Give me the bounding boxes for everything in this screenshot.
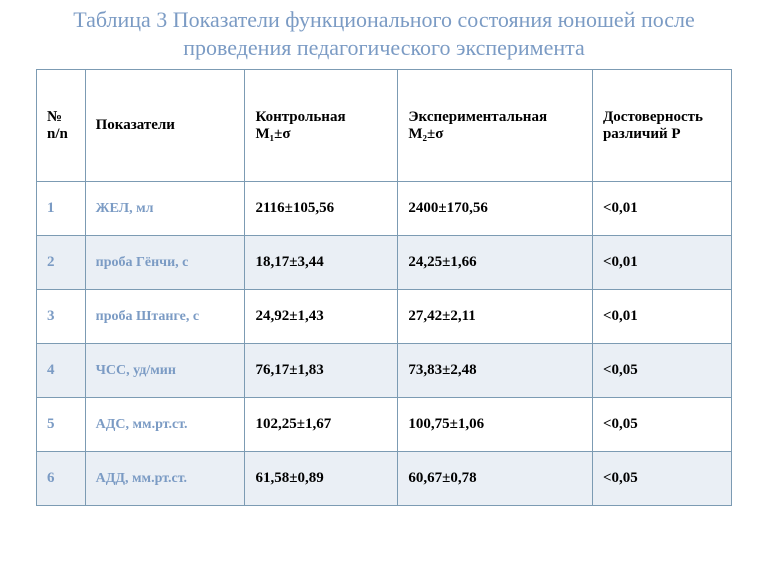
cell-p: ˂0,05 [592,398,731,452]
cell-n: 6 [37,452,86,506]
col-header-control-l1: Контрольная [255,109,345,125]
cell-indicator: ЖЕЛ, мл [85,182,245,236]
page-title: Таблица 3 Показатели функционального сос… [36,6,732,61]
cell-p: ˂0,01 [592,236,731,290]
cell-p: ˂0,05 [592,452,731,506]
slide: Таблица 3 Показатели функционального сос… [0,0,768,576]
cell-p: ˂0,01 [592,290,731,344]
table-body: 1ЖЕЛ, мл2116±105,562400±170,56˂0,012проб… [37,182,732,506]
col-header-indicator: Показатели [85,70,245,182]
col-header-n-l1: № [47,109,62,125]
table-row: 3проба Штанге, с24,92±1,4327,42±2,11˂0,0… [37,290,732,344]
indicators-table: № n/n Показатели Контрольная M₁±σ Экспер… [36,69,732,506]
col-header-exp-l2: M₂±σ [408,126,443,142]
table-row: 5АДС, мм.рт.ст.102,25±1,67100,75±1,06˂0,… [37,398,732,452]
table-header-row: № n/n Показатели Контрольная M₁±σ Экспер… [37,70,732,182]
cell-control: 18,17±3,44 [245,236,398,290]
col-header-n: № n/n [37,70,86,182]
cell-control: 102,25±1,67 [245,398,398,452]
cell-control: 76,17±1,83 [245,344,398,398]
table-row: 1ЖЕЛ, мл2116±105,562400±170,56˂0,01 [37,182,732,236]
cell-n: 5 [37,398,86,452]
cell-n: 1 [37,182,86,236]
col-header-control-l2: M₁±σ [255,126,290,142]
col-header-p-l1: Достоверность [603,109,703,125]
cell-exp: 2400±170,56 [398,182,593,236]
cell-exp: 24,25±1,66 [398,236,593,290]
table-row: 2проба Гёнчи, с18,17±3,4424,25±1,66˂0,01 [37,236,732,290]
col-header-p: Достоверность различий Р [592,70,731,182]
cell-control: 24,92±1,43 [245,290,398,344]
cell-control: 2116±105,56 [245,182,398,236]
col-header-exp: Экспериментальная M₂±σ [398,70,593,182]
cell-n: 4 [37,344,86,398]
col-header-p-l2: различий Р [603,126,681,142]
table-row: 6АДД, мм.рт.ст.61,58±0,8960,67±0,78˂0,05 [37,452,732,506]
col-header-n-l2: n/n [47,126,68,142]
cell-control: 61,58±0,89 [245,452,398,506]
col-header-exp-l1: Экспериментальная [408,109,547,125]
cell-indicator: АДД, мм.рт.ст. [85,452,245,506]
cell-indicator: ЧСС, уд/мин [85,344,245,398]
col-header-indicator-l1: Показатели [96,117,175,133]
cell-exp: 60,67±0,78 [398,452,593,506]
cell-p: ˂0,01 [592,182,731,236]
cell-exp: 100,75±1,06 [398,398,593,452]
cell-p: ˂0,05 [592,344,731,398]
cell-n: 3 [37,290,86,344]
table-row: 4ЧСС, уд/мин76,17±1,8373,83±2,48˂0,05 [37,344,732,398]
cell-exp: 73,83±2,48 [398,344,593,398]
cell-n: 2 [37,236,86,290]
cell-indicator: проба Гёнчи, с [85,236,245,290]
cell-indicator: АДС, мм.рт.ст. [85,398,245,452]
cell-indicator: проба Штанге, с [85,290,245,344]
cell-exp: 27,42±2,11 [398,290,593,344]
col-header-control: Контрольная M₁±σ [245,70,398,182]
